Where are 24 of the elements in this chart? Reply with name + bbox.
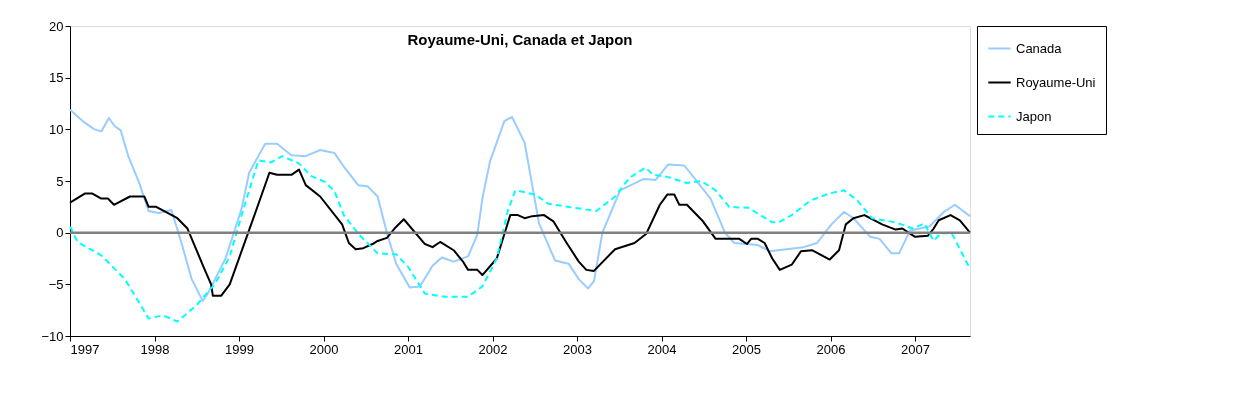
y-tick-label: 10 (49, 121, 64, 137)
x-tick-label: 1998 (140, 341, 170, 357)
legend-label: Royaume-Uni (1016, 74, 1096, 90)
x-tick-label: 2002 (478, 341, 508, 357)
chart-title: Royaume-Uni, Canada et Japon (407, 31, 633, 48)
legend-label: Japon (1016, 108, 1052, 124)
x-tick-label: 2000 (309, 341, 339, 357)
x-tick-label: 2005 (732, 341, 762, 357)
x-tick-label: 1999 (225, 341, 254, 357)
x-tick-label: 2007 (901, 341, 931, 357)
line-series (69, 108, 971, 302)
x-tick-label: 2001 (394, 341, 423, 357)
x-tick-label: 2003 (563, 341, 592, 357)
y-tick-label: 0 (56, 225, 64, 241)
y-tick-label: 5 (56, 173, 64, 189)
y-tick-label: −10 (41, 328, 64, 344)
x-tick-label: 2006 (816, 341, 846, 357)
x-tick-label: 2004 (647, 341, 677, 357)
legend-label: Canada (1016, 40, 1063, 56)
line-series (69, 155, 971, 323)
y-tick-label: 15 (49, 70, 64, 86)
y-tick-label: 20 (49, 18, 64, 34)
x-tick-label: 1997 (70, 341, 100, 357)
y-tick-label: −5 (48, 276, 64, 292)
